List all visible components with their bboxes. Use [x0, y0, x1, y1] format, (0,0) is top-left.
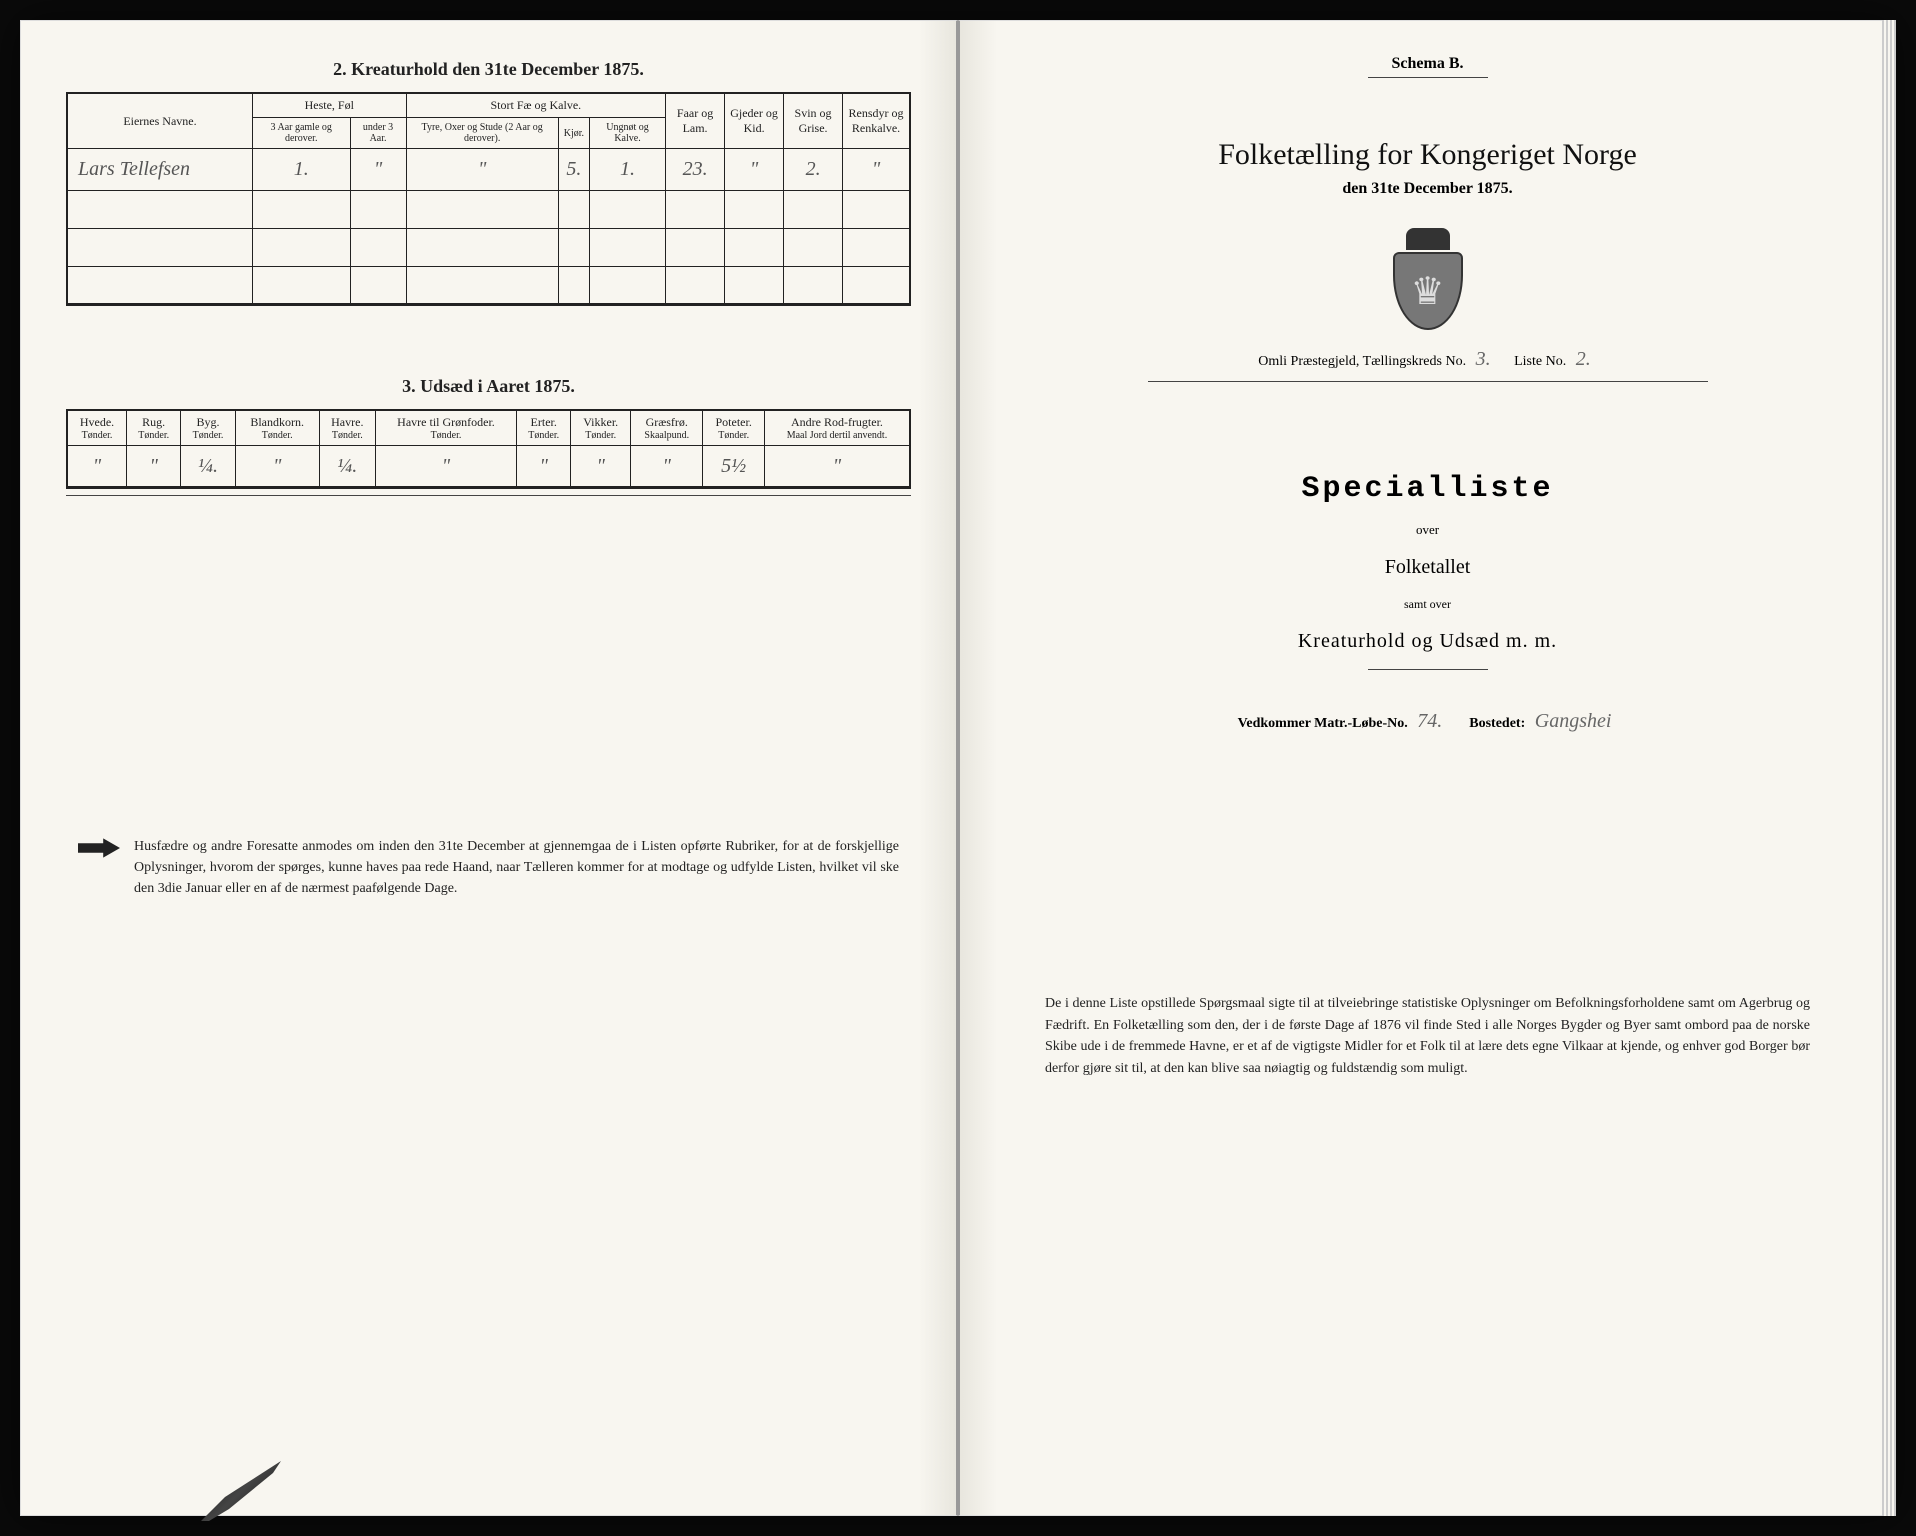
cell: "	[350, 149, 406, 191]
col-0: Hvede.Tønder.	[67, 410, 127, 446]
table-row	[67, 267, 910, 305]
matr-no: 74.	[1411, 710, 1448, 732]
folketallet-text: Folketallet	[1005, 556, 1850, 579]
col-ren: Rensdyr og Renkalve.	[849, 106, 904, 135]
cell: ¼.	[181, 446, 235, 488]
cell: "	[127, 446, 181, 488]
pointing-hand-icon	[78, 836, 120, 860]
cell: "	[375, 446, 516, 488]
col-6: Erter.Tønder.	[517, 410, 571, 446]
divider	[1148, 381, 1708, 382]
col-stort-fae: Stort Fæ og Kalve.	[491, 98, 582, 112]
col-10: Andre Rod-frugter.Maal Jord dertil anven…	[764, 410, 910, 446]
col-5: Havre til Grønfoder.Tønder.	[375, 410, 516, 446]
notice-text: Husfædre og andre Foresatte anmodes om i…	[134, 836, 899, 899]
district-line: Omli Præstegjeld, Tællingskreds No. 3. L…	[1005, 348, 1850, 371]
table-row	[67, 191, 910, 229]
cell: 1.	[252, 149, 350, 191]
district-no: 3.	[1470, 348, 1497, 370]
col-9: Poteter.Tønder.	[703, 410, 764, 446]
col-1: Rug.Tønder.	[127, 410, 181, 446]
cell: "	[764, 446, 910, 488]
cell: "	[843, 149, 910, 191]
divider	[66, 495, 911, 496]
liste-label: Liste No.	[1514, 354, 1566, 369]
liste-no: 2.	[1570, 348, 1597, 370]
sub-title: den 31te December 1875.	[1005, 180, 1850, 198]
divider	[1368, 669, 1488, 670]
book-spread: 2. Kreaturhold den 31te December 1875. E…	[20, 20, 1896, 1516]
vedkommer-line: Vedkommer Matr.-Løbe-No. 74. Bostedet: G…	[1005, 710, 1850, 733]
intro-paragraph: De i denne Liste opstillede Spørgsmaal s…	[1005, 993, 1850, 1080]
over-text: over	[1005, 522, 1850, 538]
specialliste-heading: Specialliste	[1005, 472, 1850, 506]
cell: 5½	[703, 446, 764, 488]
right-page: Schema B. Folketælling for Kongeriget No…	[958, 20, 1896, 1516]
cell-navn: Lars Tellefsen	[67, 149, 252, 191]
samt-text: samt over	[1005, 597, 1850, 612]
table-row	[67, 229, 910, 267]
page-edge-right	[1882, 20, 1896, 1516]
kreaturhold-table: Eiernes Navne. Heste, Føl Stort Fæ og Ka…	[66, 92, 911, 306]
cell: "	[406, 149, 558, 191]
schema-label: Schema B.	[1005, 55, 1850, 73]
bostedet-value: Gangshei	[1529, 710, 1618, 732]
cell: "	[571, 446, 631, 488]
divider	[1368, 77, 1488, 78]
notice-block: Husfædre og andre Foresatte anmodes om i…	[66, 836, 911, 899]
cell: 23.	[666, 149, 725, 191]
bostedet-label: Bostedet:	[1469, 716, 1525, 731]
col-8: Græsfrø.Skaalpund.	[631, 410, 703, 446]
col-heste: Heste, Føl	[305, 98, 354, 112]
kreatur-text: Kreaturhold og Udsæd m. m.	[1005, 630, 1850, 653]
cell: 1.	[590, 149, 666, 191]
main-title: Folketælling for Kongeriget Norge	[1005, 138, 1850, 172]
pen-object	[201, 1461, 281, 1521]
udsaed-table: Hvede.Tønder.Rug.Tønder.Byg.Tønder.Bland…	[66, 409, 911, 489]
cell: "	[631, 446, 703, 488]
cell: ¼.	[319, 446, 375, 488]
col-heste-1: 3 Aar gamle og derover.	[271, 122, 332, 144]
col-fae-3: Ungnøt og Kalve.	[606, 122, 649, 144]
col-faar: Faar og Lam.	[677, 106, 713, 135]
cell: "	[67, 446, 127, 488]
col-fae-1: Tyre, Oxer og Stude (2 Aar og derover).	[422, 122, 543, 144]
left-page: 2. Kreaturhold den 31te December 1875. E…	[20, 20, 958, 1516]
col-7: Vikker.Tønder.	[571, 410, 631, 446]
col-heste-2: under 3 Aar.	[363, 122, 393, 144]
cell: 5.	[558, 149, 589, 191]
cell: 2.	[784, 149, 843, 191]
col-2: Byg.Tønder.	[181, 410, 235, 446]
section-2-title: 2. Kreaturhold den 31te December 1875.	[66, 59, 911, 80]
col-eiernes-navne: Eiernes Navne.	[123, 114, 196, 128]
col-svin: Svin og Grise.	[795, 106, 832, 135]
district-prefix: Omli Præstegjeld, Tællingskreds No.	[1258, 354, 1466, 369]
col-4: Havre.Tønder.	[319, 410, 375, 446]
table-row: ""¼."¼.""""5½"	[67, 446, 910, 488]
col-gjeder: Gjeder og Kid.	[730, 106, 778, 135]
cell: "	[235, 446, 319, 488]
col-3: Blandkorn.Tønder.	[235, 410, 319, 446]
col-fae-2: Kjør.	[564, 128, 584, 139]
cell: "	[517, 446, 571, 488]
cell: "	[725, 149, 784, 191]
table-row: Lars Tellefsen 1. " " 5. 1. 23. " 2. "	[67, 149, 910, 191]
coat-of-arms-icon: ♛	[1388, 228, 1468, 328]
section-3-title: 3. Udsæd i Aaret 1875.	[66, 376, 911, 397]
vedkommer-label: Vedkommer Matr.-Løbe-No.	[1238, 716, 1408, 731]
